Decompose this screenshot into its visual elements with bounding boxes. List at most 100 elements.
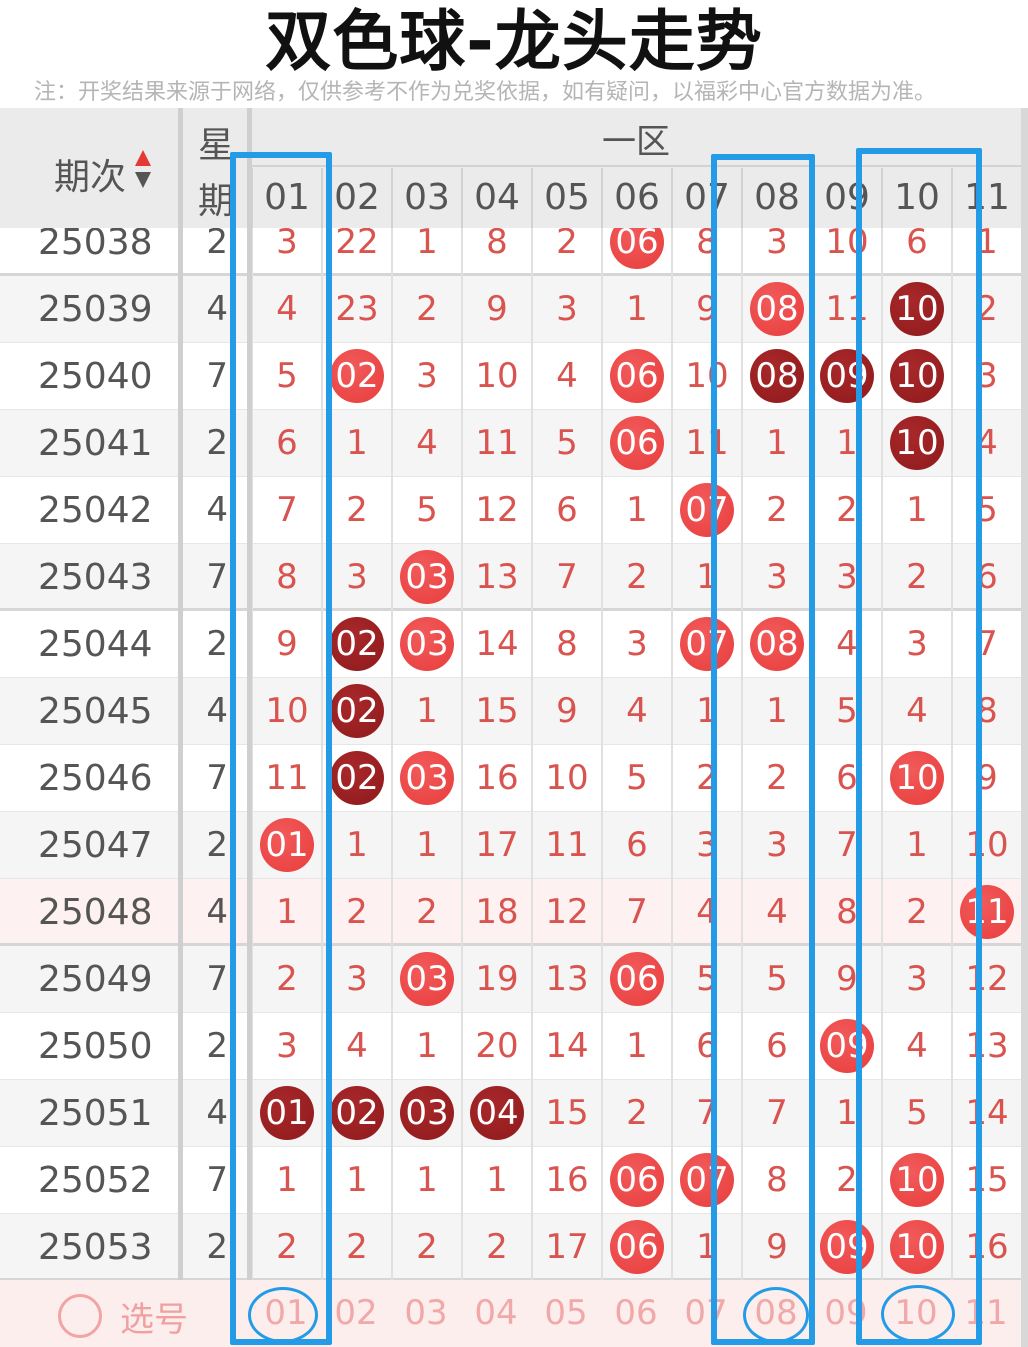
hit-cell: 10 [881, 343, 951, 410]
table-row: 25051 4 01 02 03 04 15 2 7 7 1 5 14 [0, 1080, 1021, 1147]
ball-hit: 03 [400, 951, 454, 1006]
miss-count-cell: 20 [461, 1013, 531, 1080]
sort-icon[interactable] [133, 148, 153, 192]
miss-count-cell: 16 [951, 1214, 1021, 1281]
number-header-05: 05 [531, 168, 601, 228]
week-header-bottom: 期 [198, 181, 235, 222]
miss-count-cell: 2 [601, 544, 671, 611]
ball-repeat: 08 [750, 348, 804, 403]
pick-number-03[interactable]: 03 [404, 1293, 448, 1333]
number-header-08: 08 [741, 168, 811, 228]
ball-repeat: 01 [260, 1085, 314, 1140]
hit-cell: 08 [741, 276, 811, 343]
miss-count-cell: 3 [881, 611, 951, 678]
miss-count-cell: 2 [251, 946, 321, 1013]
pick-number-11[interactable]: 11 [964, 1293, 1008, 1333]
table-row: 25040 7 5 02 3 10 4 06 10 08 09 10 3 [0, 343, 1021, 410]
miss-count-cell: 2 [531, 209, 601, 276]
hit-cell: 03 [391, 745, 461, 812]
pick-number-06[interactable]: 06 [614, 1293, 658, 1333]
ball-hit: 10 [890, 750, 944, 805]
pick-number-04[interactable]: 04 [474, 1293, 518, 1333]
miss-count-cell: 5 [601, 745, 671, 812]
miss-count-cell: 10 [671, 343, 741, 410]
scrollbar[interactable] [1021, 108, 1028, 1347]
miss-count-cell: 14 [461, 611, 531, 678]
number-header-03: 03 [391, 168, 461, 228]
pick-number-07[interactable]: 07 [684, 1293, 728, 1333]
miss-count-cell: 1 [601, 477, 671, 544]
hit-cell: 06 [601, 1214, 671, 1281]
number-header-01: 01 [251, 168, 321, 228]
miss-count-cell: 1 [881, 477, 951, 544]
week-cell: 4 [206, 289, 228, 329]
ball-hit: 07 [680, 1152, 734, 1207]
period-cell: 25051 [38, 1093, 153, 1134]
hit-cell: 06 [601, 946, 671, 1013]
period-cell: 25041 [38, 423, 153, 464]
hit-cell: 07 [671, 611, 741, 678]
miss-count-cell: 2 [881, 879, 951, 946]
period-cell: 25044 [38, 624, 153, 665]
miss-count-cell: 1 [321, 812, 391, 879]
week-header-top: 星 [198, 125, 235, 166]
miss-count-cell: 9 [531, 678, 601, 745]
ball-repeat: 10 [890, 281, 944, 336]
table-row: 25052 7 1 1 1 1 16 06 07 8 2 10 15 [0, 1147, 1021, 1214]
miss-count-cell: 14 [951, 1080, 1021, 1147]
miss-count-cell: 3 [531, 276, 601, 343]
miss-count-cell: 1 [741, 410, 811, 477]
miss-count-cell: 2 [461, 1214, 531, 1281]
period-cell: 25045 [38, 691, 153, 732]
highlight-box-01 [230, 152, 332, 1345]
miss-count-cell: 2 [321, 477, 391, 544]
miss-count-cell: 4 [251, 276, 321, 343]
hit-cell: 03 [391, 1080, 461, 1147]
miss-count-cell: 1 [391, 812, 461, 879]
miss-count-cell: 6 [741, 1013, 811, 1080]
miss-count-cell: 2 [601, 1080, 671, 1147]
miss-count-cell: 8 [461, 209, 531, 276]
miss-count-cell: 3 [251, 1013, 321, 1080]
ball-hit: 06 [610, 1219, 664, 1274]
disclaimer-note: 注：开奖结果来源于网络，仅供参考不作为兑奖依据，如有疑问，以福彩中心官方数据为准… [34, 80, 937, 105]
week-cell: 4 [206, 691, 228, 731]
miss-count-cell: 1 [251, 879, 321, 946]
miss-count-cell: 1 [321, 410, 391, 477]
miss-count-cell: 7 [601, 879, 671, 946]
miss-count-cell: 15 [531, 1080, 601, 1147]
miss-count-cell: 5 [741, 946, 811, 1013]
week-divider [247, 108, 252, 1280]
miss-count-cell: 1 [461, 1147, 531, 1214]
miss-count-cell: 11 [461, 410, 531, 477]
ball-repeat: 02 [330, 683, 384, 738]
highlight-ellipse-10 [881, 1285, 955, 1343]
table-row: 25039 4 4 23 2 9 3 1 9 08 11 10 2 [0, 276, 1021, 343]
miss-count-cell: 2 [741, 477, 811, 544]
period-cell: 25048 [38, 892, 153, 933]
ball-repeat: 10 [890, 415, 944, 470]
table-row: 25049 7 2 3 03 19 13 06 5 5 9 3 12 [0, 946, 1021, 1013]
ball-hit: 07 [680, 616, 734, 671]
week-cell: 2 [206, 624, 228, 664]
miss-count-cell: 8 [251, 544, 321, 611]
miss-count-cell: 10 [461, 343, 531, 410]
number-header-02: 02 [321, 168, 391, 228]
table-row: 25045 4 10 02 1 15 9 4 1 1 5 4 8 [0, 678, 1021, 745]
pick-radio-icon[interactable] [58, 1294, 102, 1338]
period-column-header[interactable]: 期次 [54, 157, 127, 198]
miss-count-cell: 2 [391, 276, 461, 343]
miss-count-cell: 5 [251, 343, 321, 410]
miss-count-cell: 12 [951, 946, 1021, 1013]
pick-label[interactable]: 选号 [120, 1300, 188, 1340]
pick-number-02[interactable]: 02 [334, 1293, 378, 1333]
miss-count-cell: 3 [741, 812, 811, 879]
miss-count-cell: 13 [531, 946, 601, 1013]
miss-count-cell: 19 [461, 946, 531, 1013]
miss-count-cell: 1 [391, 209, 461, 276]
ball-hit: 08 [750, 281, 804, 336]
ball-repeat: 03 [400, 1085, 454, 1140]
hit-cell: 04 [461, 1080, 531, 1147]
pick-number-05[interactable]: 05 [544, 1293, 588, 1333]
